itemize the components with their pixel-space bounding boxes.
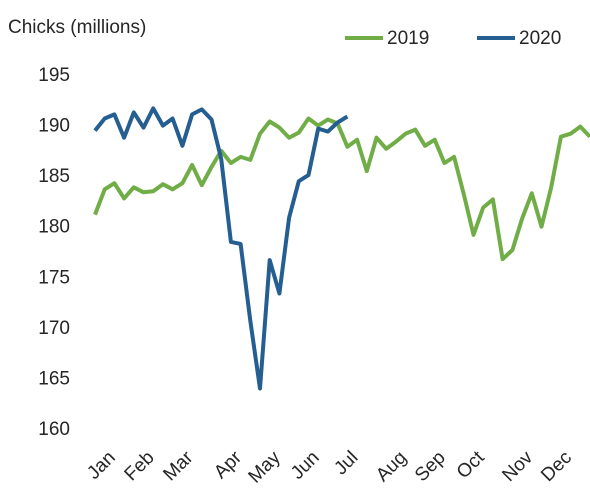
x-tick-label: Apr [210,447,246,483]
legend-label: 2020 [519,28,561,49]
legend-label: 2019 [387,28,429,49]
series-line [93,116,590,262]
series-line [93,106,349,391]
y-tick-label: 180 [38,217,70,238]
x-tick-label: Feb [121,447,159,485]
y-tick-label: 165 [38,368,70,389]
x-tick-label: Nov [498,447,537,486]
x-tick-label: Jan [83,447,120,484]
x-tick-label: Jun [287,447,324,484]
y-tick-label: 160 [38,419,70,440]
x-tick-label: May [245,447,286,488]
y-tick-label: 190 [38,116,70,137]
x-tick-label: Dec [537,447,576,486]
y-tick-label: 195 [38,65,70,86]
x-tick-label: Oct [453,447,489,483]
y-tick-label: 170 [38,318,70,339]
y-axis-title: Chicks (millions) [8,17,146,38]
y-tick-label: 175 [38,267,70,288]
x-tick-label: Aug [372,447,411,486]
x-tick-label: Mar [159,447,197,485]
x-tick-label: Jul [330,447,362,479]
x-tick-label: Sep [411,447,450,486]
y-tick-label: 185 [38,166,70,187]
